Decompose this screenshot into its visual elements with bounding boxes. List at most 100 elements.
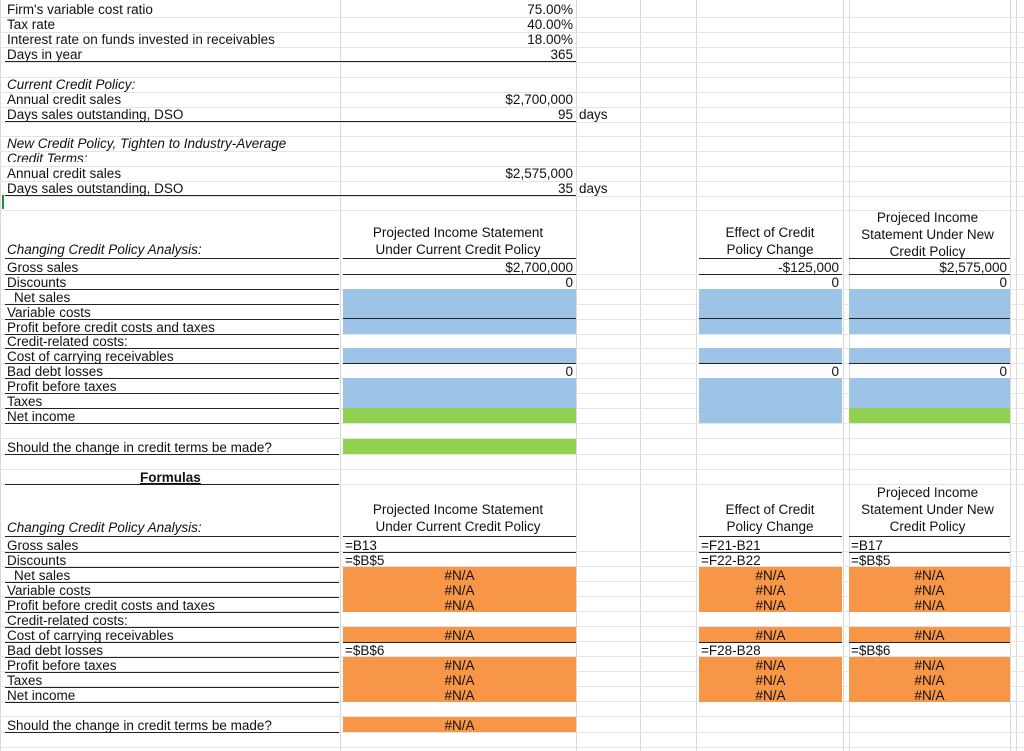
analysis-new-profit-before-credit[interactable] <box>849 319 1010 334</box>
formula-effect-pbt[interactable]: #N/A <box>755 658 786 673</box>
label-interest-rate[interactable]: Interest rate on funds invested in recei… <box>7 32 275 47</box>
formulas-answer-cell[interactable]: #N/A <box>444 718 475 733</box>
formula-current-carrying[interactable]: #N/A <box>444 628 475 643</box>
analysis-new-net-sales[interactable] <box>849 289 1010 304</box>
formulas-heading[interactable]: Formulas <box>140 470 201 485</box>
formula-row-variable-costs[interactable]: Variable costs <box>7 583 91 598</box>
formulas-col-new-header[interactable]: Projeced Income Statement Under New Cred… <box>849 484 1006 535</box>
formula-row-discounts[interactable]: Discounts <box>7 553 67 568</box>
formula-row-profit-before-taxes[interactable]: Profit before taxes <box>7 658 117 673</box>
analysis-answer-cell[interactable] <box>343 439 576 454</box>
row-label-net-sales[interactable]: Net sales <box>14 290 71 305</box>
analysis-current-taxes[interactable] <box>343 393 576 408</box>
formula-effect-taxes[interactable]: #N/A <box>755 673 786 688</box>
formulas-question[interactable]: Should the change in credit terms be mad… <box>7 718 272 733</box>
unit-current-dso[interactable]: days <box>579 107 608 122</box>
analysis-current-net-income[interactable] <box>343 408 576 423</box>
formula-current-taxes[interactable]: #N/A <box>444 673 475 688</box>
analysis-new-discounts[interactable]: 0 <box>999 275 1007 290</box>
formula-row-carrying[interactable]: Cost of carrying receivables <box>7 628 174 643</box>
value-new-sales[interactable]: $2,575,000 <box>505 166 573 181</box>
analysis-effect-carrying[interactable] <box>699 348 842 363</box>
formula-new-gross[interactable]: =B17 <box>851 538 883 553</box>
value-tax-rate[interactable]: 40.00% <box>527 17 573 32</box>
formula-effect-net-sales[interactable]: #N/A <box>755 568 786 583</box>
formula-effect-bad-debt[interactable]: =F28-B28 <box>701 643 761 658</box>
analysis-new-bad-debt[interactable]: 0 <box>999 364 1007 379</box>
formula-new-pbt[interactable]: #N/A <box>914 658 945 673</box>
formula-effect-net-income[interactable]: #N/A <box>755 688 786 703</box>
formula-new-net-sales[interactable]: #N/A <box>914 568 945 583</box>
analysis-current-gross[interactable]: $2,700,000 <box>505 260 573 275</box>
analysis-effect-variable-costs[interactable] <box>699 304 842 319</box>
formula-new-carrying[interactable]: #N/A <box>914 628 945 643</box>
new-policy-title[interactable]: New Credit Policy, Tighten to Industry-A… <box>7 136 287 151</box>
formulas-col-effect-header[interactable]: Effect of Credit Policy Change <box>699 501 841 535</box>
unit-new-dso[interactable]: days <box>579 181 608 196</box>
row-label-gross-sales[interactable]: Gross sales <box>7 260 79 275</box>
current-policy-title[interactable]: Current Credit Policy: <box>7 77 136 92</box>
formula-current-net-income[interactable]: #N/A <box>444 688 475 703</box>
row-label-variable-costs[interactable]: Variable costs <box>7 305 91 320</box>
analysis-new-carrying[interactable] <box>849 348 1010 363</box>
new-policy-title-cont[interactable]: Credit Terms: <box>7 151 88 162</box>
formula-effect-discounts[interactable]: =F22-B22 <box>701 553 761 568</box>
row-label-profit-before-credit[interactable]: Profit before credit costs and taxes <box>7 320 215 335</box>
row-label-credit-related[interactable]: Credit-related costs: <box>7 334 128 349</box>
formula-row-bad-debt[interactable]: Bad debt losses <box>7 643 104 658</box>
formula-new-discounts[interactable]: =$B$5 <box>851 553 891 568</box>
formula-current-gross[interactable]: =B13 <box>345 538 377 553</box>
formula-new-variable[interactable]: #N/A <box>914 583 945 598</box>
formula-current-discounts[interactable]: =$B$5 <box>345 553 385 568</box>
formula-effect-variable[interactable]: #N/A <box>755 583 786 598</box>
analysis-question[interactable]: Should the change in credit terms be mad… <box>7 440 272 455</box>
formula-effect-gross[interactable]: =F21-B21 <box>701 538 761 553</box>
analysis-current-bad-debt[interactable]: 0 <box>565 364 573 379</box>
analysis-effect-profit-before-taxes[interactable] <box>699 378 842 393</box>
formula-row-credit-related[interactable]: Credit-related costs: <box>7 613 128 628</box>
formula-new-profit[interactable]: #N/A <box>914 598 945 613</box>
value-variable-cost-ratio[interactable]: 75.00% <box>527 2 573 17</box>
analysis-col-new-header[interactable]: Projeced Income Statement Under New Cred… <box>849 209 1006 260</box>
formula-effect-profit[interactable]: #N/A <box>755 598 786 613</box>
label-current-sales[interactable]: Annual credit sales <box>7 92 122 107</box>
analysis-new-taxes[interactable] <box>849 393 1010 408</box>
analysis-title[interactable]: Changing Credit Policy Analysis: <box>7 242 202 257</box>
analysis-new-gross[interactable]: $2,575,000 <box>939 260 1007 275</box>
formulas-title[interactable]: Changing Credit Policy Analysis: <box>7 520 202 535</box>
formula-current-pbt[interactable]: #N/A <box>444 658 475 673</box>
analysis-effect-taxes[interactable] <box>699 393 842 408</box>
formula-current-variable[interactable]: #N/A <box>444 583 475 598</box>
row-label-taxes[interactable]: Taxes <box>7 394 43 409</box>
row-label-bad-debt[interactable]: Bad debt losses <box>7 364 104 379</box>
analysis-new-variable-costs[interactable] <box>849 304 1010 319</box>
analysis-new-profit-before-taxes[interactable] <box>849 378 1010 393</box>
formula-new-net-income[interactable]: #N/A <box>914 688 945 703</box>
analysis-current-profit-before-credit[interactable] <box>343 319 576 334</box>
analysis-effect-profit-before-credit[interactable] <box>699 319 842 334</box>
analysis-current-carrying[interactable] <box>343 348 576 363</box>
analysis-current-discounts[interactable]: 0 <box>565 275 573 290</box>
row-label-profit-before-taxes[interactable]: Profit before taxes <box>7 379 117 394</box>
formula-row-net-income[interactable]: Net income <box>7 688 76 703</box>
formula-current-bad-debt[interactable]: =$B$6 <box>345 643 385 658</box>
row-label-net-income[interactable]: Net income <box>7 409 76 424</box>
label-new-sales[interactable]: Annual credit sales <box>7 166 122 181</box>
formula-new-bad-debt[interactable]: =$B$6 <box>851 643 891 658</box>
label-tax-rate[interactable]: Tax rate <box>7 17 56 32</box>
analysis-col-current-header[interactable]: Projected Income Statement Under Current… <box>343 224 573 258</box>
row-label-discounts[interactable]: Discounts <box>7 275 67 290</box>
formula-row-taxes[interactable]: Taxes <box>7 673 43 688</box>
analysis-effect-net-sales[interactable] <box>699 289 842 304</box>
row-label-carrying-receivables[interactable]: Cost of carrying receivables <box>7 349 174 364</box>
analysis-effect-net-income[interactable] <box>699 408 842 423</box>
formula-new-taxes[interactable]: #N/A <box>914 673 945 688</box>
value-current-dso[interactable]: 95 <box>557 107 573 122</box>
formula-current-profit[interactable]: #N/A <box>444 598 475 613</box>
value-days-in-year[interactable]: 365 <box>550 47 573 62</box>
label-days-in-year[interactable]: Days in year <box>7 47 83 62</box>
value-new-dso[interactable]: 35 <box>557 181 573 196</box>
formula-row-net-sales[interactable]: Net sales <box>14 568 71 583</box>
analysis-effect-gross[interactable]: -$125,000 <box>778 260 839 275</box>
